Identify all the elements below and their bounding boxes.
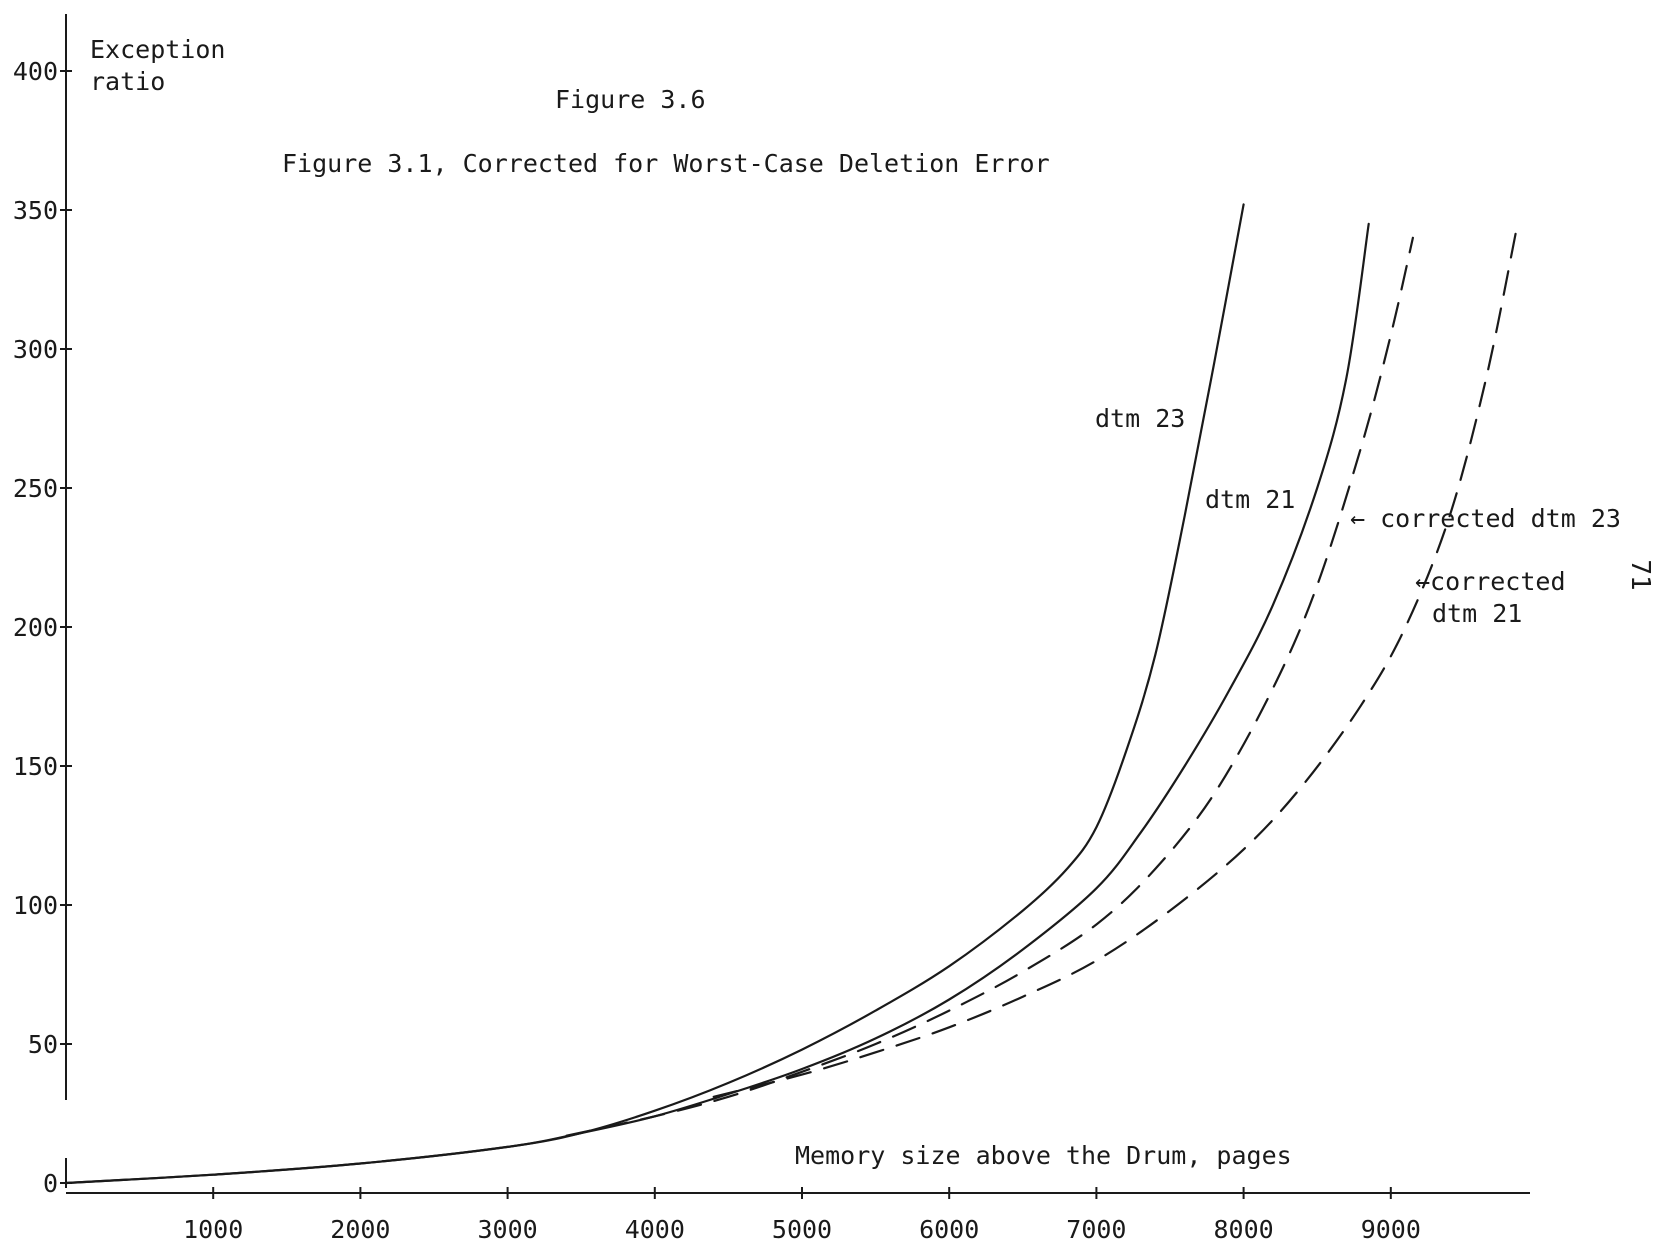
- y-tick-label: 400: [13, 57, 58, 86]
- chart-subtitle: Figure 3.1, Corrected for Worst-Case Del…: [282, 149, 1050, 178]
- series-group: [66, 204, 1516, 1183]
- y-tick-label: 250: [13, 474, 58, 503]
- annotation-corrected-dtm21-line2: dtm 21: [1432, 599, 1522, 628]
- x-axis-label: Memory size above the Drum, pages: [795, 1141, 1292, 1170]
- x-tick-label: 7000: [1066, 1215, 1126, 1244]
- annotation-corrected-dtm21-line1: ←corrected: [1415, 567, 1566, 596]
- y-tick-label: 200: [13, 613, 58, 642]
- x-tick-label: 9000: [1361, 1215, 1421, 1244]
- series-line-dtm-23: [66, 204, 1244, 1183]
- x-tick-label: 1000: [183, 1215, 243, 1244]
- annotation-dtm21: dtm 21: [1205, 485, 1295, 514]
- x-tick-label: 2000: [330, 1215, 390, 1244]
- y-tick-label: 300: [13, 335, 58, 364]
- y-axis-label-line1: Exception: [90, 35, 225, 64]
- y-tick-label: 0: [43, 1169, 58, 1198]
- x-tick-group: 1000 2000 3000 4000 5000 6000 7000 8000 9000: [183, 1187, 1421, 1244]
- series-line-dtm-21: [66, 224, 1369, 1183]
- x-tick-label: 3000: [477, 1215, 537, 1244]
- y-tick-label: 50: [28, 1030, 58, 1059]
- y-tick-label: 100: [13, 891, 58, 920]
- y-axis-label-line2: ratio: [90, 67, 165, 96]
- x-tick-label: 4000: [625, 1215, 685, 1244]
- x-tick-label: 5000: [772, 1215, 832, 1244]
- x-tick-label: 6000: [919, 1215, 979, 1244]
- y-tick-label: 350: [13, 196, 58, 225]
- annotation-corrected-dtm23: ← corrected dtm 23: [1350, 504, 1621, 533]
- y-tick-group: 0 50 100 150 200 250 300 350 400: [13, 57, 72, 1198]
- annotation-dtm23: dtm 23: [1095, 404, 1185, 433]
- y-tick-label: 150: [13, 752, 58, 781]
- x-tick-label: 8000: [1213, 1215, 1273, 1244]
- series-line-corrected-dtm-21: [714, 232, 1516, 1097]
- page-number: 71: [1625, 559, 1655, 590]
- chart-title: Figure 3.6: [555, 85, 706, 114]
- series-line-corrected-dtm-23: [567, 238, 1413, 1136]
